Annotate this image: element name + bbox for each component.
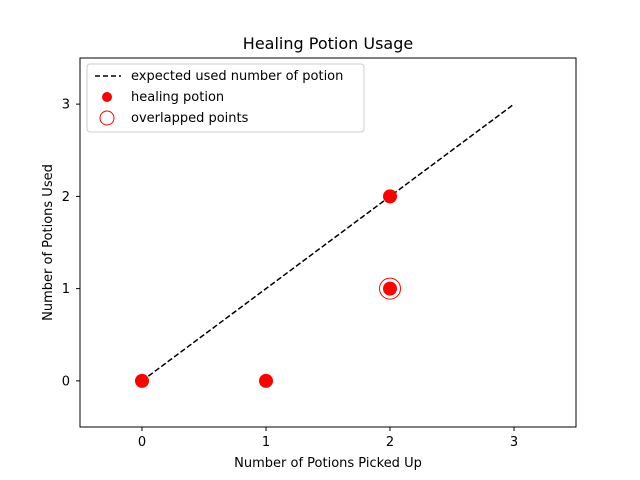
legend: expected used number of potion healing p… bbox=[86, 63, 365, 133]
legend-label-overlapped: overlapped points bbox=[131, 111, 249, 126]
y-tick-label: 3 bbox=[62, 98, 70, 113]
data-series bbox=[135, 103, 515, 388]
x-axis-ticks: 0 1 2 3 bbox=[138, 427, 518, 450]
x-tick-label: 2 bbox=[386, 435, 394, 450]
overlapped-point-ring bbox=[379, 277, 401, 300]
healing-potion-point bbox=[259, 373, 273, 388]
y-axis-label: Number of Potions Used bbox=[41, 164, 56, 321]
y-axis-ticks: 0 1 2 3 bbox=[62, 98, 80, 389]
expected-usage-dashed-line bbox=[141, 103, 515, 382]
healing-potion-point bbox=[383, 281, 397, 296]
legend-filled-marker bbox=[102, 92, 112, 102]
y-tick-label: 1 bbox=[62, 282, 70, 297]
y-tick-label: 2 bbox=[62, 190, 70, 205]
x-axis-label: Number of Potions Picked Up bbox=[234, 456, 422, 471]
x-tick-label: 3 bbox=[510, 435, 518, 450]
chart-title: Healing Potion Usage bbox=[243, 34, 413, 53]
healing-potion-point bbox=[383, 189, 397, 204]
healing-potion-point bbox=[135, 373, 149, 388]
legend-label-expected: expected used number of potion bbox=[131, 69, 343, 84]
x-tick-label: 1 bbox=[262, 435, 270, 450]
x-tick-label: 0 bbox=[138, 435, 146, 450]
legend-label-healing-potion: healing potion bbox=[131, 90, 224, 105]
legend-box bbox=[86, 63, 365, 133]
y-tick-label: 0 bbox=[62, 374, 70, 389]
legend-hollow-marker bbox=[99, 110, 115, 126]
